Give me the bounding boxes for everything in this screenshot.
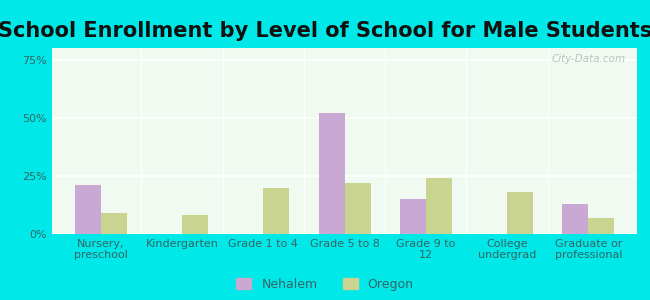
Bar	[318, 113, 344, 234]
Bar	[182, 215, 208, 234]
Bar	[400, 199, 426, 234]
Bar	[507, 192, 533, 234]
Text: School Enrollment by Level of School for Male Students: School Enrollment by Level of School for…	[0, 21, 650, 41]
Legend: Nehalem, Oregon: Nehalem, Oregon	[237, 278, 413, 291]
Bar	[562, 204, 588, 234]
Bar	[101, 213, 127, 234]
Bar	[263, 188, 289, 234]
Bar	[75, 185, 101, 234]
Bar	[344, 183, 370, 234]
Bar	[426, 178, 452, 234]
Text: City-Data.com: City-Data.com	[551, 54, 625, 64]
Bar	[588, 218, 614, 234]
